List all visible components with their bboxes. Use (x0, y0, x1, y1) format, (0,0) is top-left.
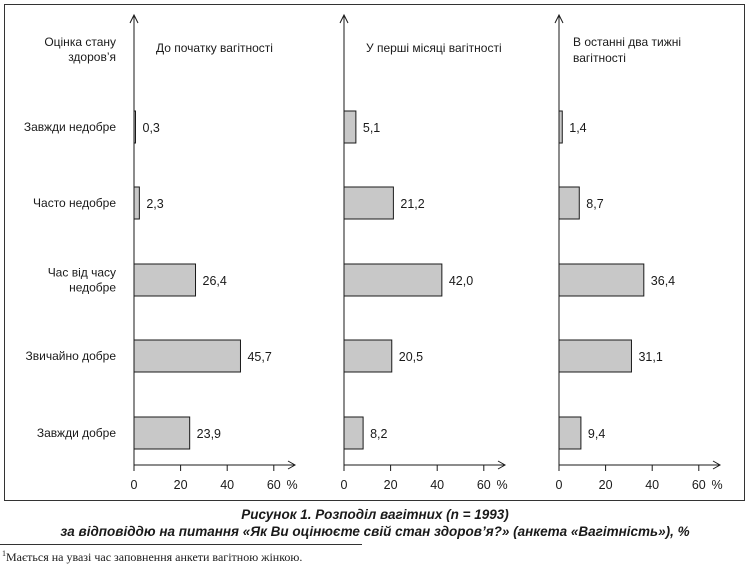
category-label: Часто недобре (33, 196, 116, 210)
value-label: 1,4 (569, 121, 586, 135)
category-label: Час від часу (48, 266, 116, 280)
footnote-mark: 1 (2, 549, 6, 558)
value-label: 8,7 (586, 197, 603, 211)
value-label: 9,4 (588, 427, 605, 441)
x-tick-label: 0 (556, 478, 563, 492)
bar (133, 339, 241, 373)
bar (558, 186, 580, 220)
bar (343, 416, 364, 450)
figure-caption-subtitle: за відповіддю на питання «Як Ви оцінюєте… (60, 524, 690, 539)
value-label: 5,1 (363, 121, 380, 135)
panel-title: вагітності (573, 51, 626, 65)
bar (133, 186, 140, 220)
value-label: 42,0 (449, 274, 473, 288)
x-axis-arrow (712, 460, 722, 470)
x-tick-label: 0 (131, 478, 138, 492)
bar (343, 263, 443, 297)
chart-frame (4, 4, 745, 501)
category-label: недобре (69, 281, 116, 295)
bar (133, 110, 136, 144)
x-axis-arrow (497, 460, 507, 470)
x-tick-label: 0 (341, 478, 348, 492)
value-label: 8,2 (370, 427, 387, 441)
value-label: 45,7 (247, 350, 271, 364)
x-tick-label: 40 (430, 478, 444, 492)
x-tick-label: 60 (267, 478, 281, 492)
value-label: 26,4 (203, 274, 227, 288)
x-axis-arrow (287, 460, 297, 470)
footnote-rule (0, 544, 362, 545)
x-tick-label: 40 (645, 478, 659, 492)
value-label: 20,5 (399, 350, 423, 364)
y-axis-arrow (339, 13, 349, 24)
bar (133, 416, 191, 450)
row-header-line: Оцінка стану (44, 35, 116, 49)
y-axis-arrow (129, 13, 139, 24)
y-axis-arrow (554, 13, 564, 24)
value-label: 21,2 (400, 197, 424, 211)
bar (558, 110, 563, 144)
x-unit-label: % (496, 478, 507, 492)
footnote-text: Мається на увазі час заповнення анкети в… (6, 550, 303, 564)
value-label: 0,3 (143, 121, 160, 135)
row-header-line: здоров’я (68, 50, 116, 64)
bar (343, 110, 357, 144)
bar (343, 339, 393, 373)
value-label: 36,4 (651, 274, 675, 288)
bar (558, 263, 645, 297)
bar (133, 263, 197, 297)
category-label: Завжди добре (37, 426, 116, 440)
x-tick-label: 20 (174, 478, 188, 492)
x-tick-label: 60 (477, 478, 491, 492)
value-label: 31,1 (638, 350, 662, 364)
value-label: 23,9 (197, 427, 221, 441)
value-label: 2,3 (146, 197, 163, 211)
panel-title: У перші місяці вагітності (366, 41, 502, 55)
category-label: Звичайно добре (26, 349, 117, 363)
x-tick-label: 20 (384, 478, 398, 492)
x-unit-label: % (711, 478, 722, 492)
figure-caption-title: Рисунок 1. Розподіл вагітних (n = 1993) (241, 507, 509, 522)
category-label: Завжди недобре (24, 120, 116, 134)
bar (558, 416, 582, 450)
bar (558, 339, 632, 373)
panel-title: До початку вагітності (156, 41, 273, 55)
x-tick-label: 20 (599, 478, 613, 492)
x-tick-label: 40 (220, 478, 234, 492)
panel-title: В останні два тижні (573, 35, 681, 49)
x-tick-label: 60 (692, 478, 706, 492)
footnote: 1Мається на увазі час заповнення анкети … (2, 549, 302, 565)
bar (343, 186, 394, 220)
x-unit-label: % (286, 478, 297, 492)
